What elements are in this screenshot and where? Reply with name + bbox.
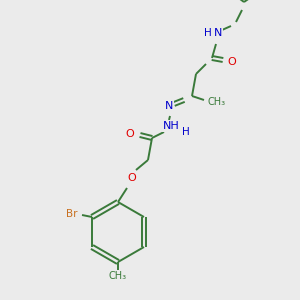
Text: NH: NH (163, 121, 179, 131)
Text: O: O (128, 173, 136, 183)
Text: H: H (204, 28, 212, 38)
Text: O: O (228, 57, 236, 67)
Text: H: H (182, 127, 190, 137)
Text: Br: Br (66, 209, 78, 219)
Text: O: O (126, 129, 134, 139)
Text: N: N (165, 101, 173, 111)
Text: CH₃: CH₃ (208, 97, 226, 107)
Text: CH₃: CH₃ (109, 271, 127, 281)
Text: N: N (214, 28, 222, 38)
